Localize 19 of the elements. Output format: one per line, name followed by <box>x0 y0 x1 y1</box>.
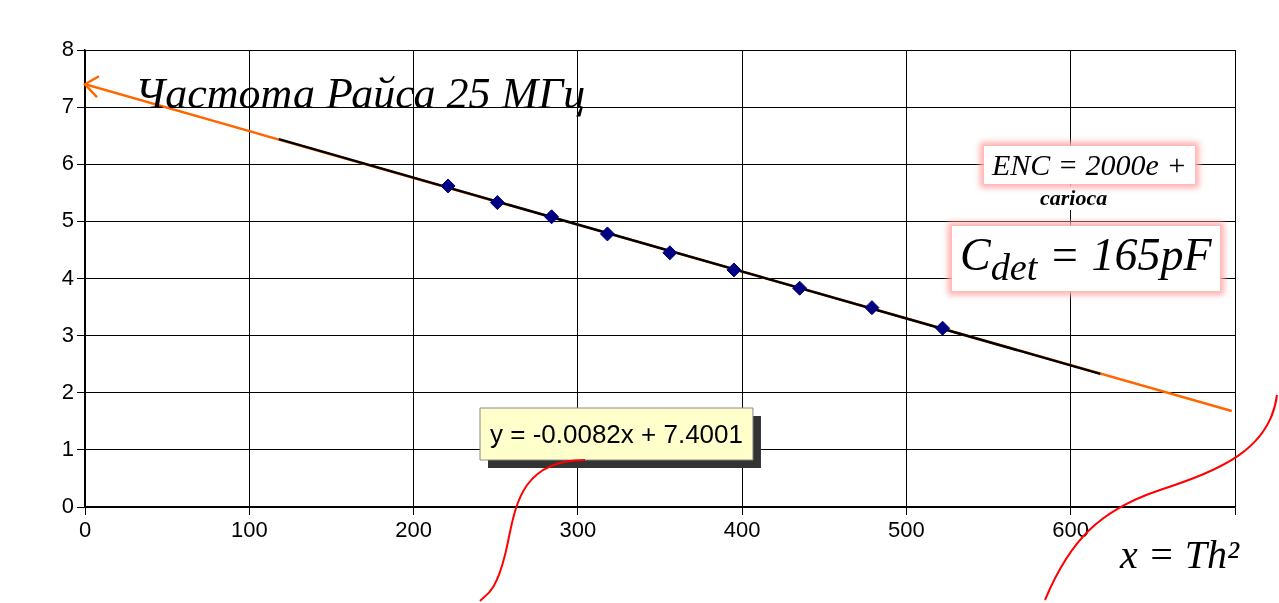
y-tick-label: 5 <box>61 207 74 233</box>
y-tick-label: 0 <box>61 493 74 519</box>
annotation: carioca <box>1040 185 1108 210</box>
x-tick-label: 200 <box>395 517 432 543</box>
annotation: C$_{det}$ = 165pF <box>952 226 1220 292</box>
x-tick-label: 500 <box>888 517 925 543</box>
annotation: ENC = 2000e + <box>984 146 1195 184</box>
y-tick-label: 1 <box>61 435 74 461</box>
y-tick-label: 6 <box>61 150 74 176</box>
y-tick-label: 4 <box>61 264 74 290</box>
y-tick-label: 2 <box>61 378 74 404</box>
x-tick-label: 300 <box>559 517 597 543</box>
y-tick-label: 7 <box>61 93 74 119</box>
y-tick-label: 8 <box>61 36 74 62</box>
x-tick-label: 400 <box>723 517 761 543</box>
y-tick-label: 3 <box>61 321 74 347</box>
x-tick-label: 100 <box>230 517 268 543</box>
x-tick-label: 0 <box>78 517 92 543</box>
annotation: y = -0.0082x + 7.4001 <box>490 419 743 449</box>
